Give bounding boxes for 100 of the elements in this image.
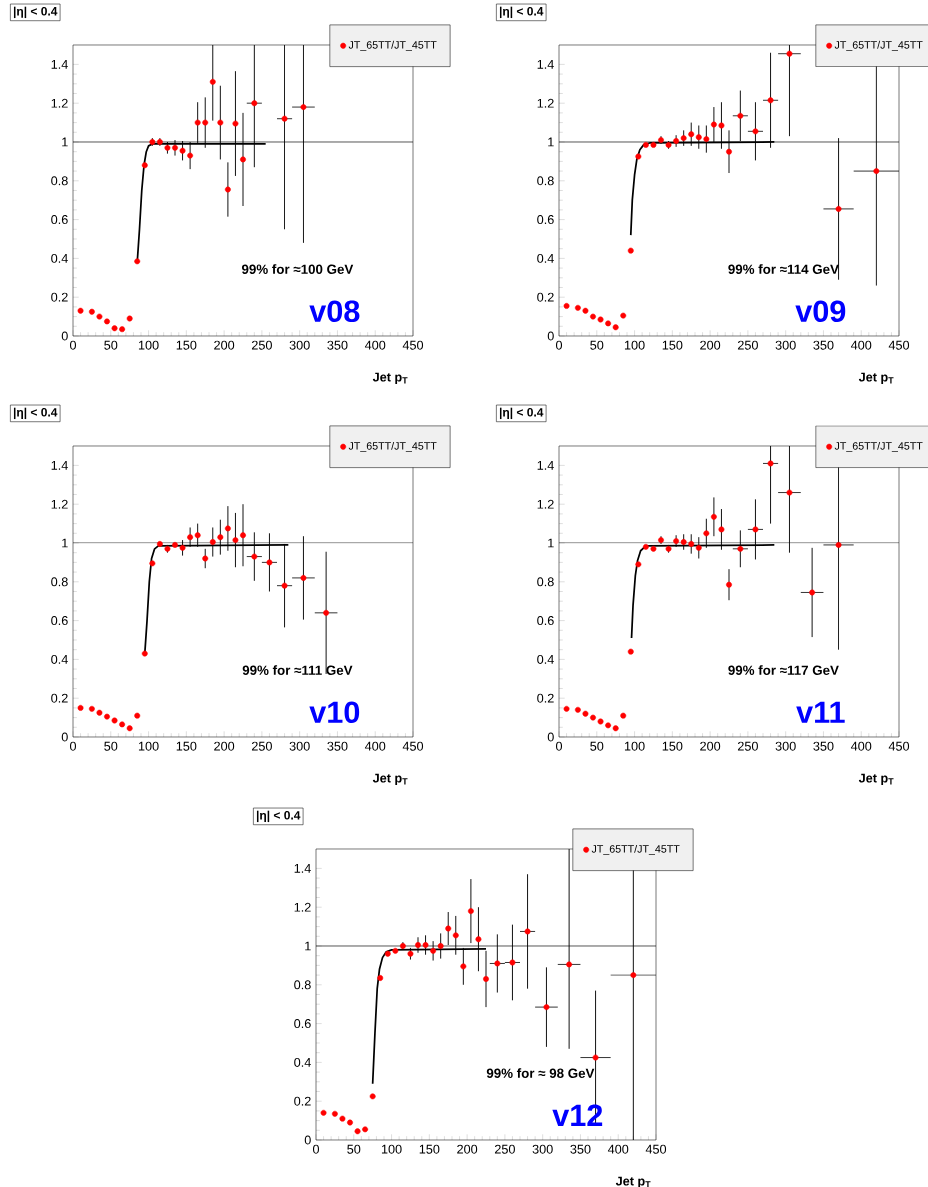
annotation: v08 [309,300,360,323]
point [354,1128,361,1135]
x-tick-label: 350 [570,1144,591,1154]
x-tick-label: 350 [813,340,834,350]
point [134,712,141,719]
point [597,316,604,323]
point [202,555,209,562]
y-tick-label: 0.4 [537,654,554,664]
point [77,307,84,314]
point [605,722,612,729]
point [217,534,224,541]
point [104,318,110,325]
point [566,961,573,968]
y-tick-label: 0.6 [537,616,554,626]
annotation: v10 [309,701,360,724]
point [149,560,156,567]
point [767,97,774,104]
point [141,650,148,657]
point [703,136,710,143]
point [377,975,384,981]
y-tick-label: 1.2 [537,98,554,108]
point [187,534,194,541]
point [96,313,103,320]
point [726,581,732,588]
y-tick-label: 1 [62,137,68,147]
point [710,121,717,128]
x-tick-label: 150 [176,340,197,350]
legend-label: JT_65TT/JT_45TT [348,441,437,452]
point [737,112,744,119]
point [339,1115,346,1122]
point [620,712,627,719]
chart-title: |η| < 0.4 [13,6,58,19]
x-tick-label: 250 [251,340,272,350]
point [232,120,239,127]
y-tick-label: 0 [61,732,68,742]
y-tick-label: 1.4 [294,864,311,873]
point [642,543,649,550]
point [300,574,307,581]
y-tick-label: 0.4 [294,1057,311,1067]
x-tick-label: 450 [888,340,910,350]
x-tick-label: 200 [214,741,235,751]
point [179,544,186,551]
x-tick-label: 150 [419,1144,440,1154]
point [281,115,288,122]
y-tick-label: 0.6 [537,215,554,225]
point [494,960,501,967]
point [126,725,133,732]
x-tick-label: 250 [737,340,758,350]
point [141,162,148,169]
point [224,186,231,193]
y-tick-label: 0.8 [537,577,554,587]
point [240,532,246,539]
y-tick-label: 1 [548,538,554,548]
x-tick-label: 400 [364,340,386,350]
chart-title: |η| < 0.4 [256,810,301,823]
point [88,308,95,315]
point [445,925,452,932]
chart-title: |η| < 0.4 [13,407,58,420]
annotation: 99% for ≈100 GeV [241,264,354,274]
point [384,950,391,957]
point [737,545,744,552]
point [650,545,657,552]
point [119,326,126,333]
point [688,131,695,138]
point [415,942,421,948]
chart-title: |η| < 0.4 [499,6,544,19]
point [202,119,209,126]
point [597,718,604,725]
x-axis-title: Jet p$_{T}$ [858,773,894,786]
y-tick-label: 0.6 [294,1019,311,1029]
y-tick-label: 1.4 [51,60,68,69]
x-tick-label: 200 [700,340,721,350]
point [582,710,589,717]
y-tick-label: 0 [61,331,68,341]
point [194,532,201,539]
legend-label: JT_65TT/JT_45TT [591,844,680,855]
y-tick-label: 0.6 [51,215,68,225]
y-tick-label: 0 [547,331,554,341]
x-tick-label: 150 [176,741,197,751]
point [194,119,201,126]
x-tick-label: 50 [590,340,604,350]
x-tick-label: 450 [402,741,424,751]
x-tick-label: 400 [364,741,386,751]
point [563,705,570,712]
point [266,559,273,566]
y-tick-label: 1.4 [537,60,554,69]
point [96,709,103,716]
legend-label: JT_65TT/JT_45TT [348,40,437,51]
x-axis-title: Jet p$_{T}$ [372,773,408,786]
y-tick-label: 0.2 [294,1096,311,1106]
point [347,1119,353,1126]
point [217,119,224,126]
x-tick-label: 50 [590,741,604,751]
y-tick-label: 0.8 [51,176,68,186]
y-tick-label: 1 [305,941,311,951]
x-tick-label: 0 [555,340,563,350]
y-tick-label: 1 [548,137,554,147]
x-tick-label: 450 [402,340,424,350]
point [483,976,489,982]
point [543,1004,550,1011]
